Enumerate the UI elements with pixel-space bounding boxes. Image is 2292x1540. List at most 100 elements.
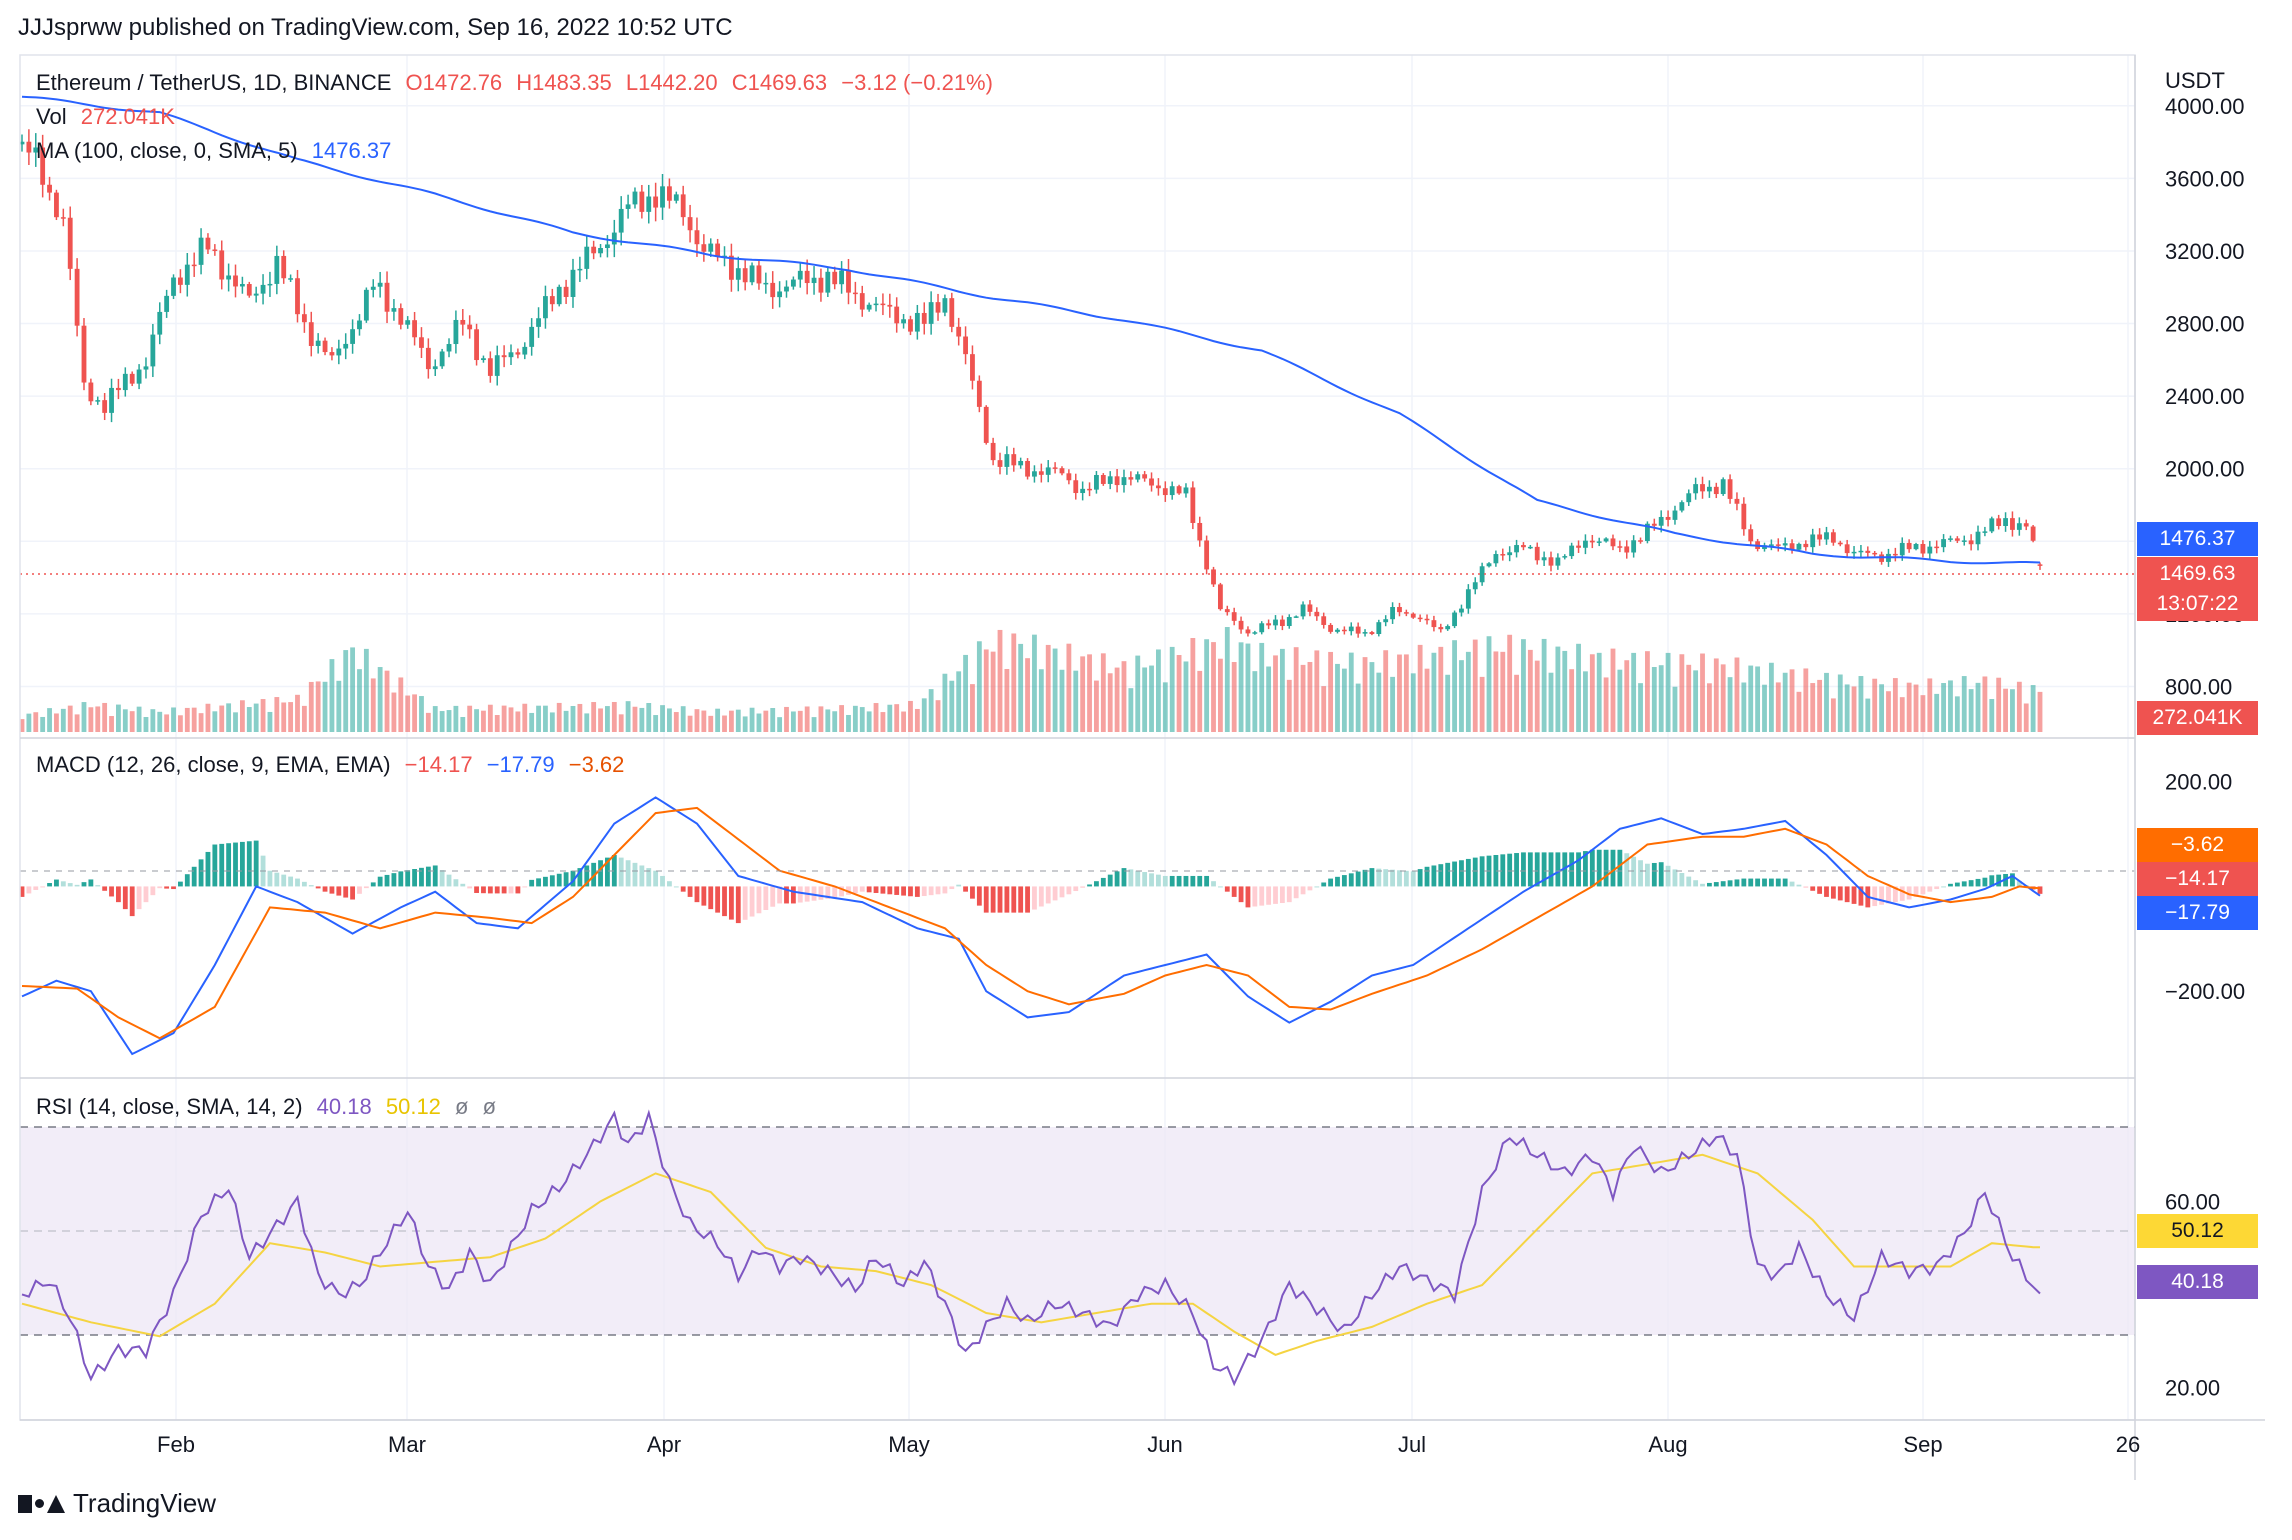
volume-bar [487, 704, 493, 732]
volume-bar [191, 707, 197, 732]
candle-body [95, 400, 101, 402]
candle-body [1307, 604, 1313, 612]
macd-hist-bar [1211, 881, 1216, 887]
volume-bar [611, 701, 617, 732]
macd-hist-bar [219, 843, 225, 887]
ohlc-low: L1442.20 [625, 70, 718, 95]
candle-body [708, 243, 714, 252]
volume-bar [1493, 651, 1499, 732]
volume-tag: 272.041K [2137, 701, 2258, 735]
candle-body [1459, 608, 1464, 613]
macd-hist-bar [1762, 878, 1767, 887]
candle-body [281, 255, 287, 279]
candle-body [1968, 540, 1974, 545]
volume-bar [1693, 670, 1699, 732]
candle-body [1892, 553, 1898, 556]
volume-bar [102, 702, 108, 732]
candle-body [67, 217, 73, 269]
volume-bar [660, 705, 665, 732]
volume-bar [728, 710, 734, 732]
candle-body [143, 366, 149, 370]
volume-bar [171, 707, 176, 732]
candle-body [288, 278, 294, 280]
volume-bar [1204, 639, 1210, 732]
time-tick-label: Feb [157, 1432, 195, 1457]
macd-signal-tag: −3.62 [2137, 828, 2258, 862]
candle-body [467, 324, 473, 330]
grid-layer [20, 55, 2135, 1420]
macd-hist-bar [322, 886, 328, 892]
time-tick-label: Mar [388, 1432, 426, 1457]
volume-bar [81, 702, 87, 732]
volume-bar [467, 705, 473, 732]
volume-bar [873, 703, 879, 732]
candle-body [74, 268, 80, 326]
volume-bar [1080, 656, 1086, 732]
macd-hist-bar [363, 886, 369, 889]
macd-hist-bar [453, 879, 459, 887]
volume-bar [1913, 684, 1919, 732]
candle-body [1204, 540, 1210, 570]
price-unit-label: USDT [2165, 68, 2225, 93]
volume-bar [866, 711, 872, 732]
volume-bar [1025, 658, 1030, 732]
volume-bar [26, 713, 32, 732]
volume-bar [1376, 672, 1382, 732]
volume-bar [150, 709, 156, 732]
macd-hist-bar [536, 878, 541, 887]
macd-hist-bar [150, 886, 156, 896]
volume-bar [419, 696, 424, 732]
volume-bar [1624, 660, 1630, 732]
volume-bar [1906, 682, 1912, 732]
candle-body [1224, 609, 1230, 613]
candle-body [1596, 541, 1602, 543]
candle-body [976, 380, 982, 407]
volume-bar [1755, 666, 1761, 732]
volume-bar [1651, 667, 1657, 732]
macd-hist-bar [432, 865, 438, 887]
macd-hist-bar [694, 886, 700, 903]
macd-hist-bar [1424, 866, 1430, 887]
pane-frames [19, 54, 2265, 1480]
macd-hist-bar [1555, 852, 1561, 887]
candle-body [1011, 454, 1017, 466]
volume-bar [1782, 672, 1788, 732]
candle-body [584, 246, 590, 269]
macd-hist-bar [1989, 875, 1995, 887]
candle-body [1844, 544, 1850, 554]
last-price-tag: 1469.63 [2137, 557, 2258, 591]
macd-hist-bar [577, 868, 583, 887]
macd-hist-bar [873, 886, 879, 893]
candle-body [19, 141, 25, 145]
macd-hist-bar [481, 886, 486, 894]
candle-body [336, 348, 342, 356]
candle-body [618, 208, 624, 233]
candle-body [1541, 557, 1547, 561]
macd-hist-bar [1169, 875, 1175, 887]
candle-body [1686, 493, 1692, 503]
macd-hist-bar [157, 886, 163, 889]
candle-body [1824, 532, 1829, 540]
volume-bar [432, 706, 438, 732]
volume-bar [343, 650, 349, 732]
candle-body [1775, 544, 1781, 546]
volume-bar [935, 700, 941, 732]
macd-hist-bar [1727, 880, 1733, 887]
candle-body [1796, 543, 1802, 550]
price-tick-label: 3200.00 [2165, 239, 2245, 264]
volume-bar [963, 654, 968, 732]
macd-hist-bar [1844, 886, 1850, 903]
macd-hist-bar [1782, 878, 1788, 887]
volume-bar [109, 716, 114, 732]
macd-hist-bar [1087, 884, 1092, 887]
volume-bar [1459, 660, 1464, 732]
rsi-tag: 40.18 [2137, 1265, 2258, 1299]
macd-hist-bar [136, 886, 142, 910]
volume-bar [1569, 669, 1575, 732]
macd-hist-bar [673, 886, 679, 888]
volume-bar [1824, 672, 1829, 732]
candle-body [1383, 619, 1389, 623]
candle-body [1569, 545, 1575, 557]
macd-hist-bar [1596, 849, 1602, 887]
